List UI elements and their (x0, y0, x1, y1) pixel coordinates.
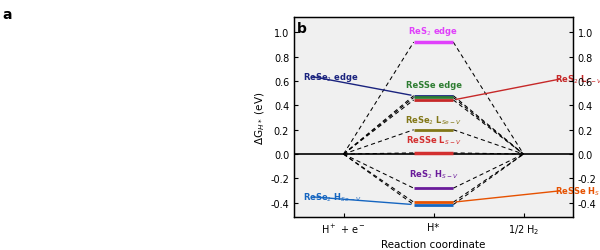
Text: ReS$_2$ L$_{S-V}$: ReS$_2$ L$_{S-V}$ (555, 73, 600, 86)
Text: ReSSe edge: ReSSe edge (406, 81, 461, 90)
Text: a: a (3, 8, 13, 22)
Text: ReSe$_2$ H$_{Se-V}$: ReSe$_2$ H$_{Se-V}$ (303, 191, 362, 203)
Text: ReS$_2$ edge: ReS$_2$ edge (409, 24, 458, 38)
Text: b: b (296, 22, 307, 36)
Y-axis label: ΔG$_{H*}$ (eV): ΔG$_{H*}$ (eV) (254, 91, 268, 144)
Text: ReSe$_2$ L$_{Se-V}$: ReSe$_2$ L$_{Se-V}$ (405, 114, 462, 126)
Text: ReSSe L$_{S-V}$: ReSSe L$_{S-V}$ (406, 134, 461, 146)
Text: ReSe$_2$ edge: ReSe$_2$ edge (303, 70, 359, 83)
Text: ReS$_2$ H$_{S-V}$: ReS$_2$ H$_{S-V}$ (409, 168, 458, 180)
X-axis label: Reaction coordinate: Reaction coordinate (382, 239, 485, 249)
Text: ReSSe H$_{S-V}$: ReSSe H$_{S-V}$ (555, 184, 600, 197)
